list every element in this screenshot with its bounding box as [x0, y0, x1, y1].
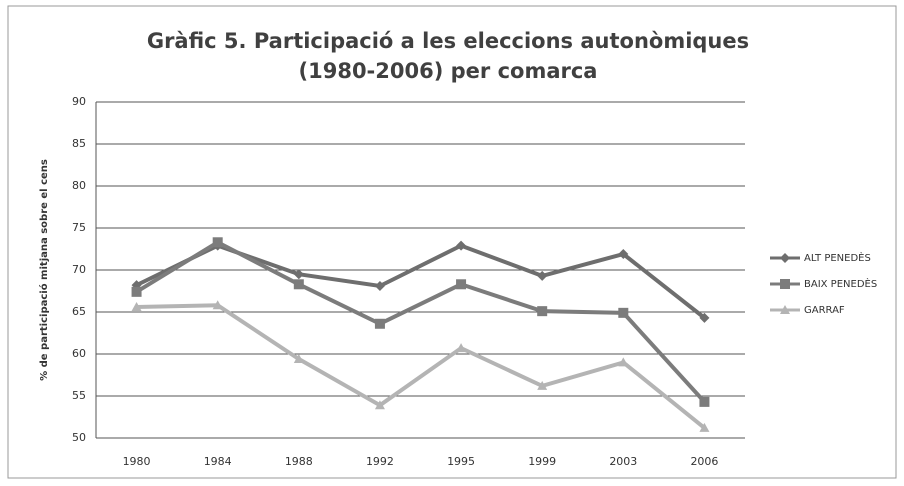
marker — [293, 354, 304, 364]
x-tick-label: 2006 — [690, 455, 718, 468]
marker — [374, 318, 385, 329]
marker — [131, 286, 142, 297]
marker — [212, 237, 223, 248]
x-tick-label: 1999 — [528, 455, 556, 468]
y-axis-label: % de participació mitjana sobre el cens — [38, 159, 50, 381]
marker — [618, 357, 629, 367]
x-tick-label: 1995 — [447, 455, 475, 468]
marker — [456, 279, 467, 290]
legend-label: ALT PENEDÈS — [804, 251, 871, 264]
marker — [537, 270, 548, 281]
marker — [537, 380, 548, 390]
x-tick-label: 1984 — [204, 455, 232, 468]
y-tick-label: 70 — [72, 263, 86, 276]
legend-label: BAIX PENEDÈS — [804, 277, 877, 290]
y-tick-label: 60 — [72, 347, 86, 360]
marker — [699, 422, 710, 432]
marker — [374, 400, 385, 410]
marker — [618, 249, 629, 260]
marker — [131, 301, 142, 311]
marker — [456, 343, 467, 353]
y-tick-label: 90 — [72, 95, 86, 108]
x-tick-label: 1992 — [366, 455, 394, 468]
marker — [374, 280, 385, 291]
y-tick-label: 80 — [72, 179, 86, 192]
x-tick-label: 1988 — [285, 455, 313, 468]
chart-frame — [7, 5, 897, 479]
marker — [537, 306, 548, 317]
legend-marker — [780, 279, 790, 289]
chart-title: (1980-2006) per comarca — [299, 59, 598, 83]
marker — [699, 396, 710, 407]
series-line — [136, 303, 706, 430]
chart-title: Gràfic 5. Participació a les eleccions a… — [147, 29, 749, 53]
marker — [456, 240, 467, 251]
x-tick-label: 2003 — [609, 455, 637, 468]
y-tick-label: 55 — [72, 389, 86, 402]
marker — [293, 269, 304, 280]
x-tick-label: 1980 — [123, 455, 151, 468]
legend-marker — [780, 305, 790, 314]
y-tick-label: 75 — [72, 221, 86, 234]
y-tick-label: 65 — [72, 305, 86, 318]
marker — [699, 312, 710, 323]
legend-label: GARRAF — [804, 305, 845, 316]
y-tick-label: 85 — [72, 137, 86, 150]
marker — [618, 307, 629, 318]
marker — [293, 279, 304, 290]
series-line — [135, 239, 706, 404]
marker — [212, 300, 223, 310]
y-tick-label: 50 — [72, 431, 86, 444]
legend-marker — [780, 253, 790, 263]
